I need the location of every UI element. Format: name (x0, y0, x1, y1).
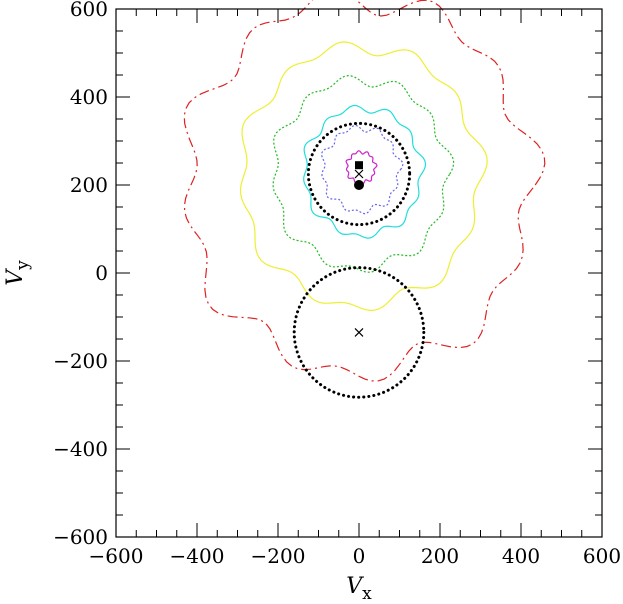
y-tick-label: 600 (70, 0, 108, 21)
x-axis-label-sub: x (362, 584, 372, 604)
axis-ticks (115, 8, 603, 538)
y-tick-labels: −600 −400 −200 0 200 400 600 (53, 0, 108, 549)
cross-marker (354, 327, 364, 337)
contour-line (303, 104, 427, 239)
cross-marker (354, 169, 364, 179)
y-tick-label: −200 (53, 349, 108, 373)
y-tick-label: −400 (53, 437, 108, 461)
plot-frame (115, 8, 603, 538)
square-marker (355, 161, 363, 170)
y-axis-label-main: V (3, 268, 28, 286)
x-tick-label: 400 (502, 544, 540, 568)
contour-lines (183, 0, 546, 382)
markers (354, 161, 364, 337)
contour-line (239, 41, 488, 312)
figure-eight-lower-loop (292, 266, 426, 399)
y-axis-label: Vy (3, 260, 33, 286)
contour-line (345, 150, 378, 185)
x-tick-labels: −600 −400 −200 0 200 400 600 (89, 544, 622, 568)
x-tick-label: 0 (353, 544, 366, 568)
x-tick-label: −200 (251, 544, 306, 568)
contour-line (183, 0, 546, 382)
y-axis-label-sub: y (13, 260, 33, 271)
x-tick-label: 600 (583, 544, 621, 568)
figure-eight-upper-loop (306, 121, 412, 227)
figure-eight-curve (292, 121, 426, 399)
y-tick-label: 0 (95, 261, 108, 285)
x-axis-label-main: V (346, 574, 364, 599)
x-axis-label: Vx (346, 574, 372, 604)
circle-marker (354, 180, 364, 190)
y-tick-label: 400 (70, 85, 108, 109)
contour-line (321, 124, 404, 215)
y-tick-label: −600 (53, 525, 108, 549)
x-tick-label: −400 (170, 544, 225, 568)
x-tick-label: 200 (421, 544, 459, 568)
contour-line (272, 74, 455, 273)
x-tick-label: −600 (89, 544, 144, 568)
y-tick-label: 200 (70, 173, 108, 197)
